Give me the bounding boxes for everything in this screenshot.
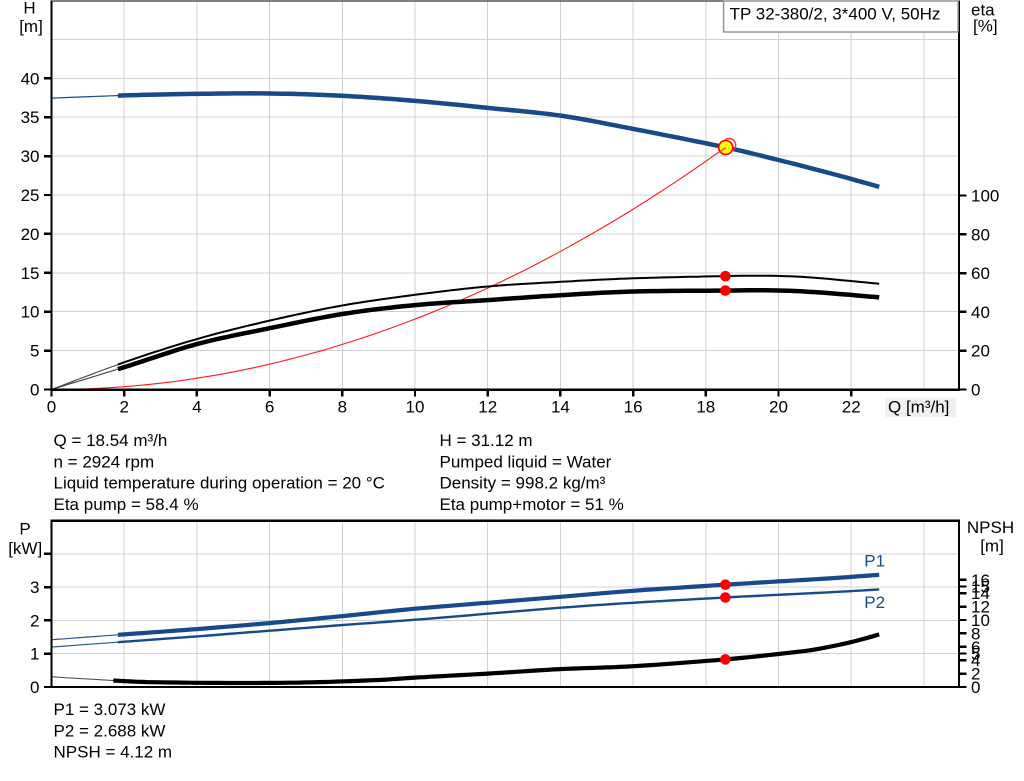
svg-text:10: 10	[971, 611, 990, 630]
svg-text:20: 20	[769, 397, 788, 416]
svg-text:NPSH = 4.12 m: NPSH = 4.12 m	[54, 743, 173, 762]
svg-text:3: 3	[30, 578, 39, 597]
svg-text:14: 14	[551, 397, 570, 416]
svg-text:eta: eta	[971, 1, 995, 20]
svg-text:0: 0	[971, 381, 980, 400]
svg-text:18: 18	[696, 397, 715, 416]
svg-text:0: 0	[30, 678, 39, 697]
svg-text:H = 31.12 m: H = 31.12 m	[440, 431, 533, 450]
svg-text:2: 2	[30, 611, 39, 630]
svg-text:8: 8	[338, 397, 347, 416]
svg-text:[%]: [%]	[973, 17, 998, 36]
svg-text:[m]: [m]	[980, 537, 1004, 556]
svg-text:16: 16	[624, 397, 643, 416]
svg-text:14: 14	[971, 584, 990, 603]
svg-text:Pumped liquid = Water: Pumped liquid = Water	[440, 452, 612, 471]
svg-text:Liquid temperature during oper: Liquid temperature during operation = 20…	[54, 474, 385, 493]
svg-text:25: 25	[21, 186, 40, 205]
svg-text:P2: P2	[864, 593, 885, 612]
svg-text:20: 20	[21, 225, 40, 244]
svg-text:0: 0	[47, 397, 56, 416]
svg-text:60: 60	[971, 264, 990, 283]
svg-text:40: 40	[21, 69, 40, 88]
svg-text:Q = 18.54 m³/h: Q = 18.54 m³/h	[54, 431, 168, 450]
svg-text:4: 4	[971, 651, 980, 670]
svg-text:30: 30	[21, 147, 40, 166]
svg-text:6: 6	[265, 397, 274, 416]
svg-text:16: 16	[971, 571, 990, 590]
svg-text:4: 4	[192, 397, 201, 416]
svg-text:P1 = 3.073 kW: P1 = 3.073 kW	[54, 700, 166, 719]
svg-text:20: 20	[971, 342, 990, 361]
svg-text:0: 0	[30, 381, 39, 400]
svg-text:12: 12	[478, 397, 497, 416]
svg-text:Eta pump+motor = 51 %: Eta pump+motor = 51 %	[440, 495, 624, 514]
svg-text:100: 100	[971, 187, 999, 206]
svg-text:P: P	[19, 520, 30, 539]
svg-text:[kW]: [kW]	[8, 539, 42, 558]
svg-text:1: 1	[30, 645, 39, 664]
svg-text:10: 10	[21, 303, 40, 322]
svg-text:15: 15	[971, 578, 990, 597]
svg-text:n = 2924 rpm: n = 2924 rpm	[54, 452, 155, 471]
svg-text:5: 5	[30, 342, 39, 361]
svg-text:2: 2	[971, 665, 980, 684]
svg-text:80: 80	[971, 225, 990, 244]
svg-text:H: H	[23, 0, 35, 18]
svg-text:0: 0	[971, 678, 980, 697]
svg-text:6: 6	[971, 638, 980, 657]
svg-text:NPSH: NPSH	[967, 518, 1014, 537]
svg-text:8: 8	[971, 624, 980, 643]
svg-text:35: 35	[21, 108, 40, 127]
svg-text:5: 5	[971, 645, 980, 664]
svg-text:40: 40	[971, 303, 990, 322]
svg-text:Q [m³/h]: Q [m³/h]	[888, 397, 949, 416]
svg-text:P2 = 2.688 kW: P2 = 2.688 kW	[54, 721, 166, 740]
svg-text:15: 15	[21, 264, 40, 283]
svg-text:[m]: [m]	[19, 17, 43, 36]
svg-text:2: 2	[119, 397, 128, 416]
svg-text:TP 32-380/2, 3*400 V, 50Hz: TP 32-380/2, 3*400 V, 50Hz	[730, 5, 941, 24]
svg-text:10: 10	[406, 397, 425, 416]
svg-text:22: 22	[842, 397, 861, 416]
svg-text:Eta pump = 58.4 %: Eta pump = 58.4 %	[54, 495, 199, 514]
svg-text:12: 12	[971, 598, 990, 617]
svg-text:P1: P1	[864, 552, 885, 571]
svg-text:Density = 998.2 kg/m³: Density = 998.2 kg/m³	[440, 474, 606, 493]
